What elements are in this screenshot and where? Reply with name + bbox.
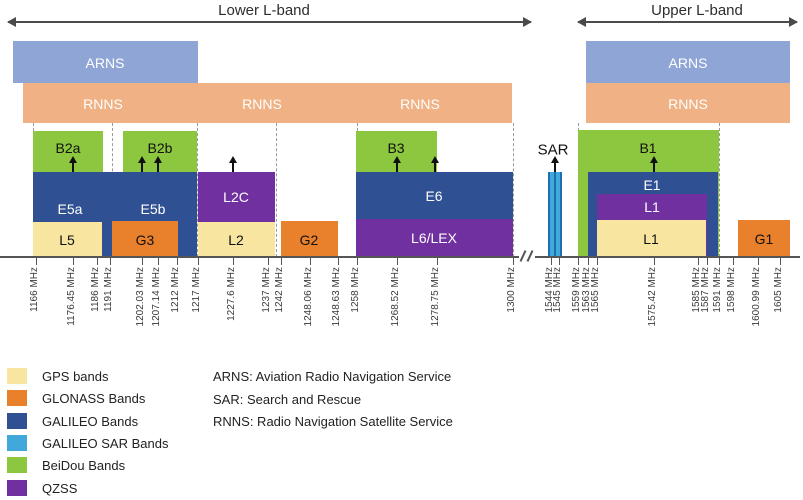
rnns-upper-label: RNNS xyxy=(668,96,708,112)
b3-label: B3 xyxy=(387,140,405,156)
band-rnns-upper xyxy=(586,83,790,123)
l6lex-label: L6/LEX xyxy=(411,230,457,246)
l1-gps-label: L1 xyxy=(643,231,659,247)
band-l2 xyxy=(198,222,275,257)
band-g2 xyxy=(281,221,338,257)
legend-item-gps: GPS bands xyxy=(42,369,109,384)
axis-tick xyxy=(698,257,699,265)
legend-swatch-galileo xyxy=(7,413,27,429)
axis-tick xyxy=(158,257,159,265)
band-e6 xyxy=(356,172,513,219)
axis-tick xyxy=(551,257,552,265)
axis-tick xyxy=(513,257,514,265)
axis-tick xyxy=(177,257,178,265)
legend-swatch-glonass xyxy=(7,390,27,406)
arns-lower-label: ARNS xyxy=(85,55,125,71)
rnns-lower-label: RNNS xyxy=(83,96,123,112)
axis-tick xyxy=(733,257,734,265)
rnns-lower-label: RNNS xyxy=(242,96,282,112)
abbreviation-line: SAR: Search and Rescue xyxy=(213,391,362,407)
abbreviation-line: RNNS: Radio Navigation Satellite Service xyxy=(213,414,453,429)
e6-label: E6 xyxy=(425,188,443,204)
axis-tick xyxy=(654,257,655,265)
axis-tick xyxy=(110,257,111,265)
g1-label: G1 xyxy=(754,231,774,247)
arns-upper-label: ARNS xyxy=(668,55,708,71)
abbreviation-line: ARNS: Aviation Radio Navigation Service xyxy=(213,369,452,384)
legend-swatch-galileo_sar xyxy=(7,435,27,451)
axis-tick xyxy=(338,257,339,265)
axis-tick xyxy=(707,257,708,265)
axis-tick xyxy=(97,257,98,265)
axis-tick xyxy=(268,257,269,265)
band-l5 xyxy=(33,222,102,257)
band-sar xyxy=(548,172,562,257)
axis-tick xyxy=(578,257,579,265)
e5-label: E5a xyxy=(57,201,83,217)
l2-label: L2 xyxy=(228,232,244,248)
band-edge-dashed-line xyxy=(197,123,198,257)
legend-swatch-qzss xyxy=(7,480,27,496)
axis-tick xyxy=(36,257,37,265)
axis-tick xyxy=(281,257,282,265)
b1-label: B1 xyxy=(639,140,657,156)
band-arns-lower xyxy=(13,41,198,83)
band-rnns-lower xyxy=(23,83,512,123)
axis-tick xyxy=(357,257,358,265)
axis-tick xyxy=(597,257,598,265)
l2c-label: L2C xyxy=(223,189,249,205)
band-edge-dashed-line xyxy=(276,123,277,257)
upper-lband-range-arrow-icon xyxy=(577,17,798,27)
rnns-lower-label: RNNS xyxy=(400,96,440,112)
axis-tick xyxy=(397,257,398,265)
b2a-label: B2a xyxy=(55,140,81,156)
lower-lband-title: Lower L-band xyxy=(218,2,310,19)
axis-tick xyxy=(719,257,720,265)
e5-label: E5b xyxy=(140,201,166,217)
axis-tick xyxy=(588,257,589,265)
frequency-axis xyxy=(0,256,800,258)
legend-swatch-beidou xyxy=(7,457,27,473)
band-edge-dashed-line xyxy=(719,123,720,257)
band-edge-dashed-line xyxy=(513,123,514,257)
g3-label: G3 xyxy=(135,232,155,248)
l1-qzss-label: L1 xyxy=(644,199,660,215)
e1-label: E1 xyxy=(643,177,661,193)
band-l6lex xyxy=(356,219,513,257)
legend-swatch-gps xyxy=(7,368,27,384)
band-l2c xyxy=(198,172,275,222)
band-l1-gps xyxy=(597,220,706,257)
axis-tick xyxy=(142,257,143,265)
l5-label: L5 xyxy=(59,232,75,248)
axis-tick xyxy=(198,257,199,265)
band-g1 xyxy=(738,220,790,257)
axis-tick xyxy=(233,257,234,265)
legend-item-beidou: BeiDou Bands xyxy=(42,458,126,473)
axis-tick xyxy=(780,257,781,265)
axis-tick xyxy=(559,257,560,265)
lower-lband-range-arrow-icon xyxy=(7,17,532,27)
upper-lband-title: Upper L-band xyxy=(651,2,743,19)
axis-tick xyxy=(758,257,759,265)
axis-tick xyxy=(73,257,74,265)
axis-tick xyxy=(310,257,311,265)
legend-item-qzss: QZSS xyxy=(42,481,78,496)
legend-item-glonass: GLONASS Bands xyxy=(42,391,146,406)
g2-label: G2 xyxy=(299,232,319,248)
b2b-label: B2b xyxy=(147,140,173,156)
band-g3 xyxy=(112,221,178,257)
axis-tick xyxy=(437,257,438,265)
legend-item-galileo: GALILEO Bands xyxy=(42,414,139,429)
band-arns-upper xyxy=(586,41,790,83)
sar-caption: SAR xyxy=(537,141,569,159)
legend-item-galileo_sar: GALILEO SAR Bands xyxy=(42,436,169,451)
